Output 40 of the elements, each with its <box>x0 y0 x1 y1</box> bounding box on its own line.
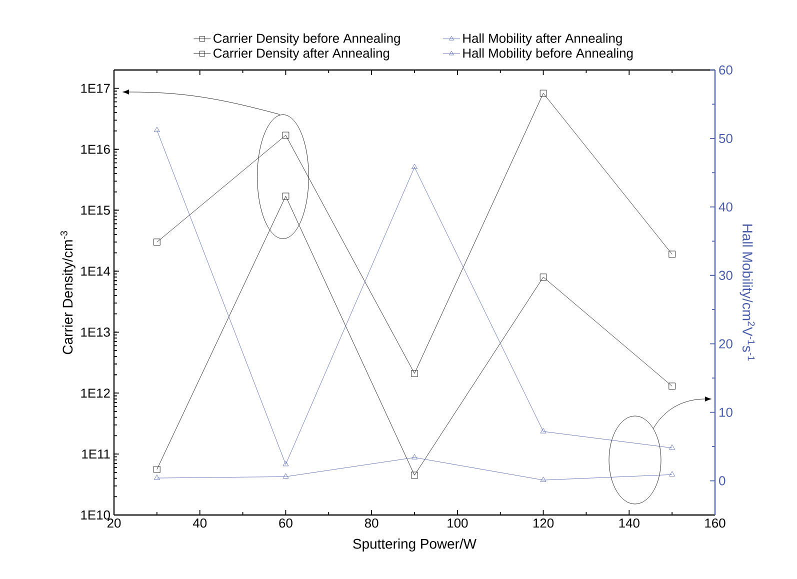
y-axis-title: Carrier Density/cm$^{-3}$ <box>60 231 76 354</box>
point <box>154 238 160 246</box>
point <box>668 382 676 390</box>
y2-tick-label: 30 <box>719 270 732 280</box>
x-tick-label: 60 <box>279 518 292 528</box>
point <box>668 250 676 258</box>
point <box>282 132 290 139</box>
y2-tick-label: 10 <box>720 408 732 417</box>
y-tick-label: 1E11 <box>82 450 110 458</box>
point <box>540 90 547 97</box>
y-tick-label: 1E14 <box>81 266 110 276</box>
y-tick-label: 1E12 <box>81 388 110 398</box>
x-tick-label: 40 <box>192 518 207 528</box>
point <box>540 274 547 280</box>
y2-tick-label: 40 <box>718 202 732 212</box>
y-tick-label: 1E10 <box>81 510 110 520</box>
y2-tick-label: 60 <box>719 65 732 75</box>
point <box>282 192 290 200</box>
legend-label: Hall Mobility before Annealing <box>463 48 633 60</box>
y2-tick-label: 0 <box>719 476 726 486</box>
legend-label: Hall Mobility after Annealing <box>463 33 622 46</box>
legend-label: Carrier Density after Annealing <box>214 48 390 60</box>
x-tick-label: 120 <box>533 518 554 528</box>
y2-tick-label: 20 <box>719 339 732 348</box>
x-tick-label: 100 <box>448 518 468 528</box>
point <box>154 466 160 473</box>
y-tick-label: 1E16 <box>81 144 110 154</box>
y-tick-label: 1E17 <box>81 84 110 93</box>
x-tick-label: 20 <box>107 518 121 528</box>
y-tick-label: 1E15 <box>81 206 110 215</box>
x-tick-label: 80 <box>364 518 378 528</box>
y2-axis-title: Hall Mobility/cm$^{2}$V$^{-1}$s$^{-1}$ <box>740 224 755 361</box>
x-axis-title: Sputtering Power/W <box>353 538 476 552</box>
y-tick-label: 1E13 <box>81 328 110 337</box>
y2-tick-label: 50 <box>719 134 732 144</box>
legend-label: Carrier Density before Annealing <box>214 33 400 46</box>
x-tick-label: 160 <box>705 518 726 528</box>
x-tick-label: 140 <box>619 518 640 528</box>
point <box>411 472 418 479</box>
point <box>411 370 418 377</box>
